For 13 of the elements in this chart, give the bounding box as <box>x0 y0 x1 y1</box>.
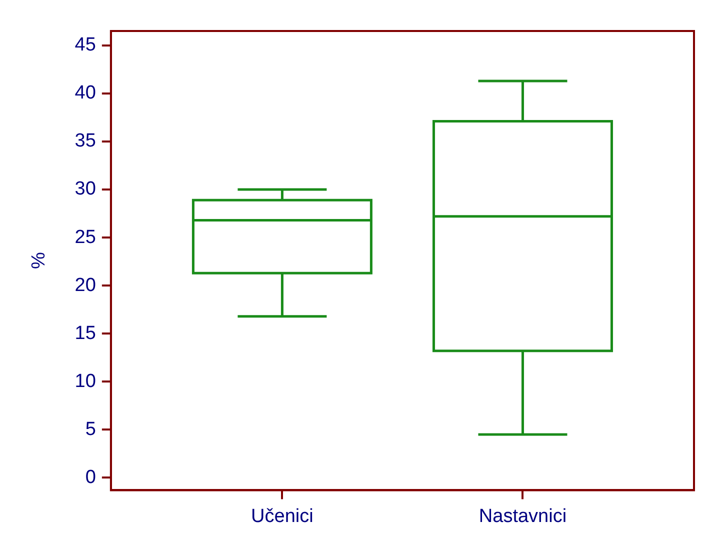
y-tick-label: 15 <box>74 322 96 344</box>
x-tick-label: Nastavnici <box>478 506 567 527</box>
y-tick-label: 30 <box>74 178 96 200</box>
y-axis-title: % <box>28 252 50 270</box>
y-tick-label: 0 <box>85 466 96 488</box>
y-tick-label: 35 <box>74 130 96 152</box>
y-tick-label: 25 <box>74 226 96 248</box>
y-tick-label: 20 <box>74 274 96 296</box>
y-tick-label: 45 <box>74 34 96 56</box>
y-tick-label: 10 <box>74 370 96 392</box>
y-tick-label: 40 <box>74 82 96 104</box>
x-tick-label: Učenici <box>251 506 314 527</box>
y-tick-label: 5 <box>85 418 96 440</box>
